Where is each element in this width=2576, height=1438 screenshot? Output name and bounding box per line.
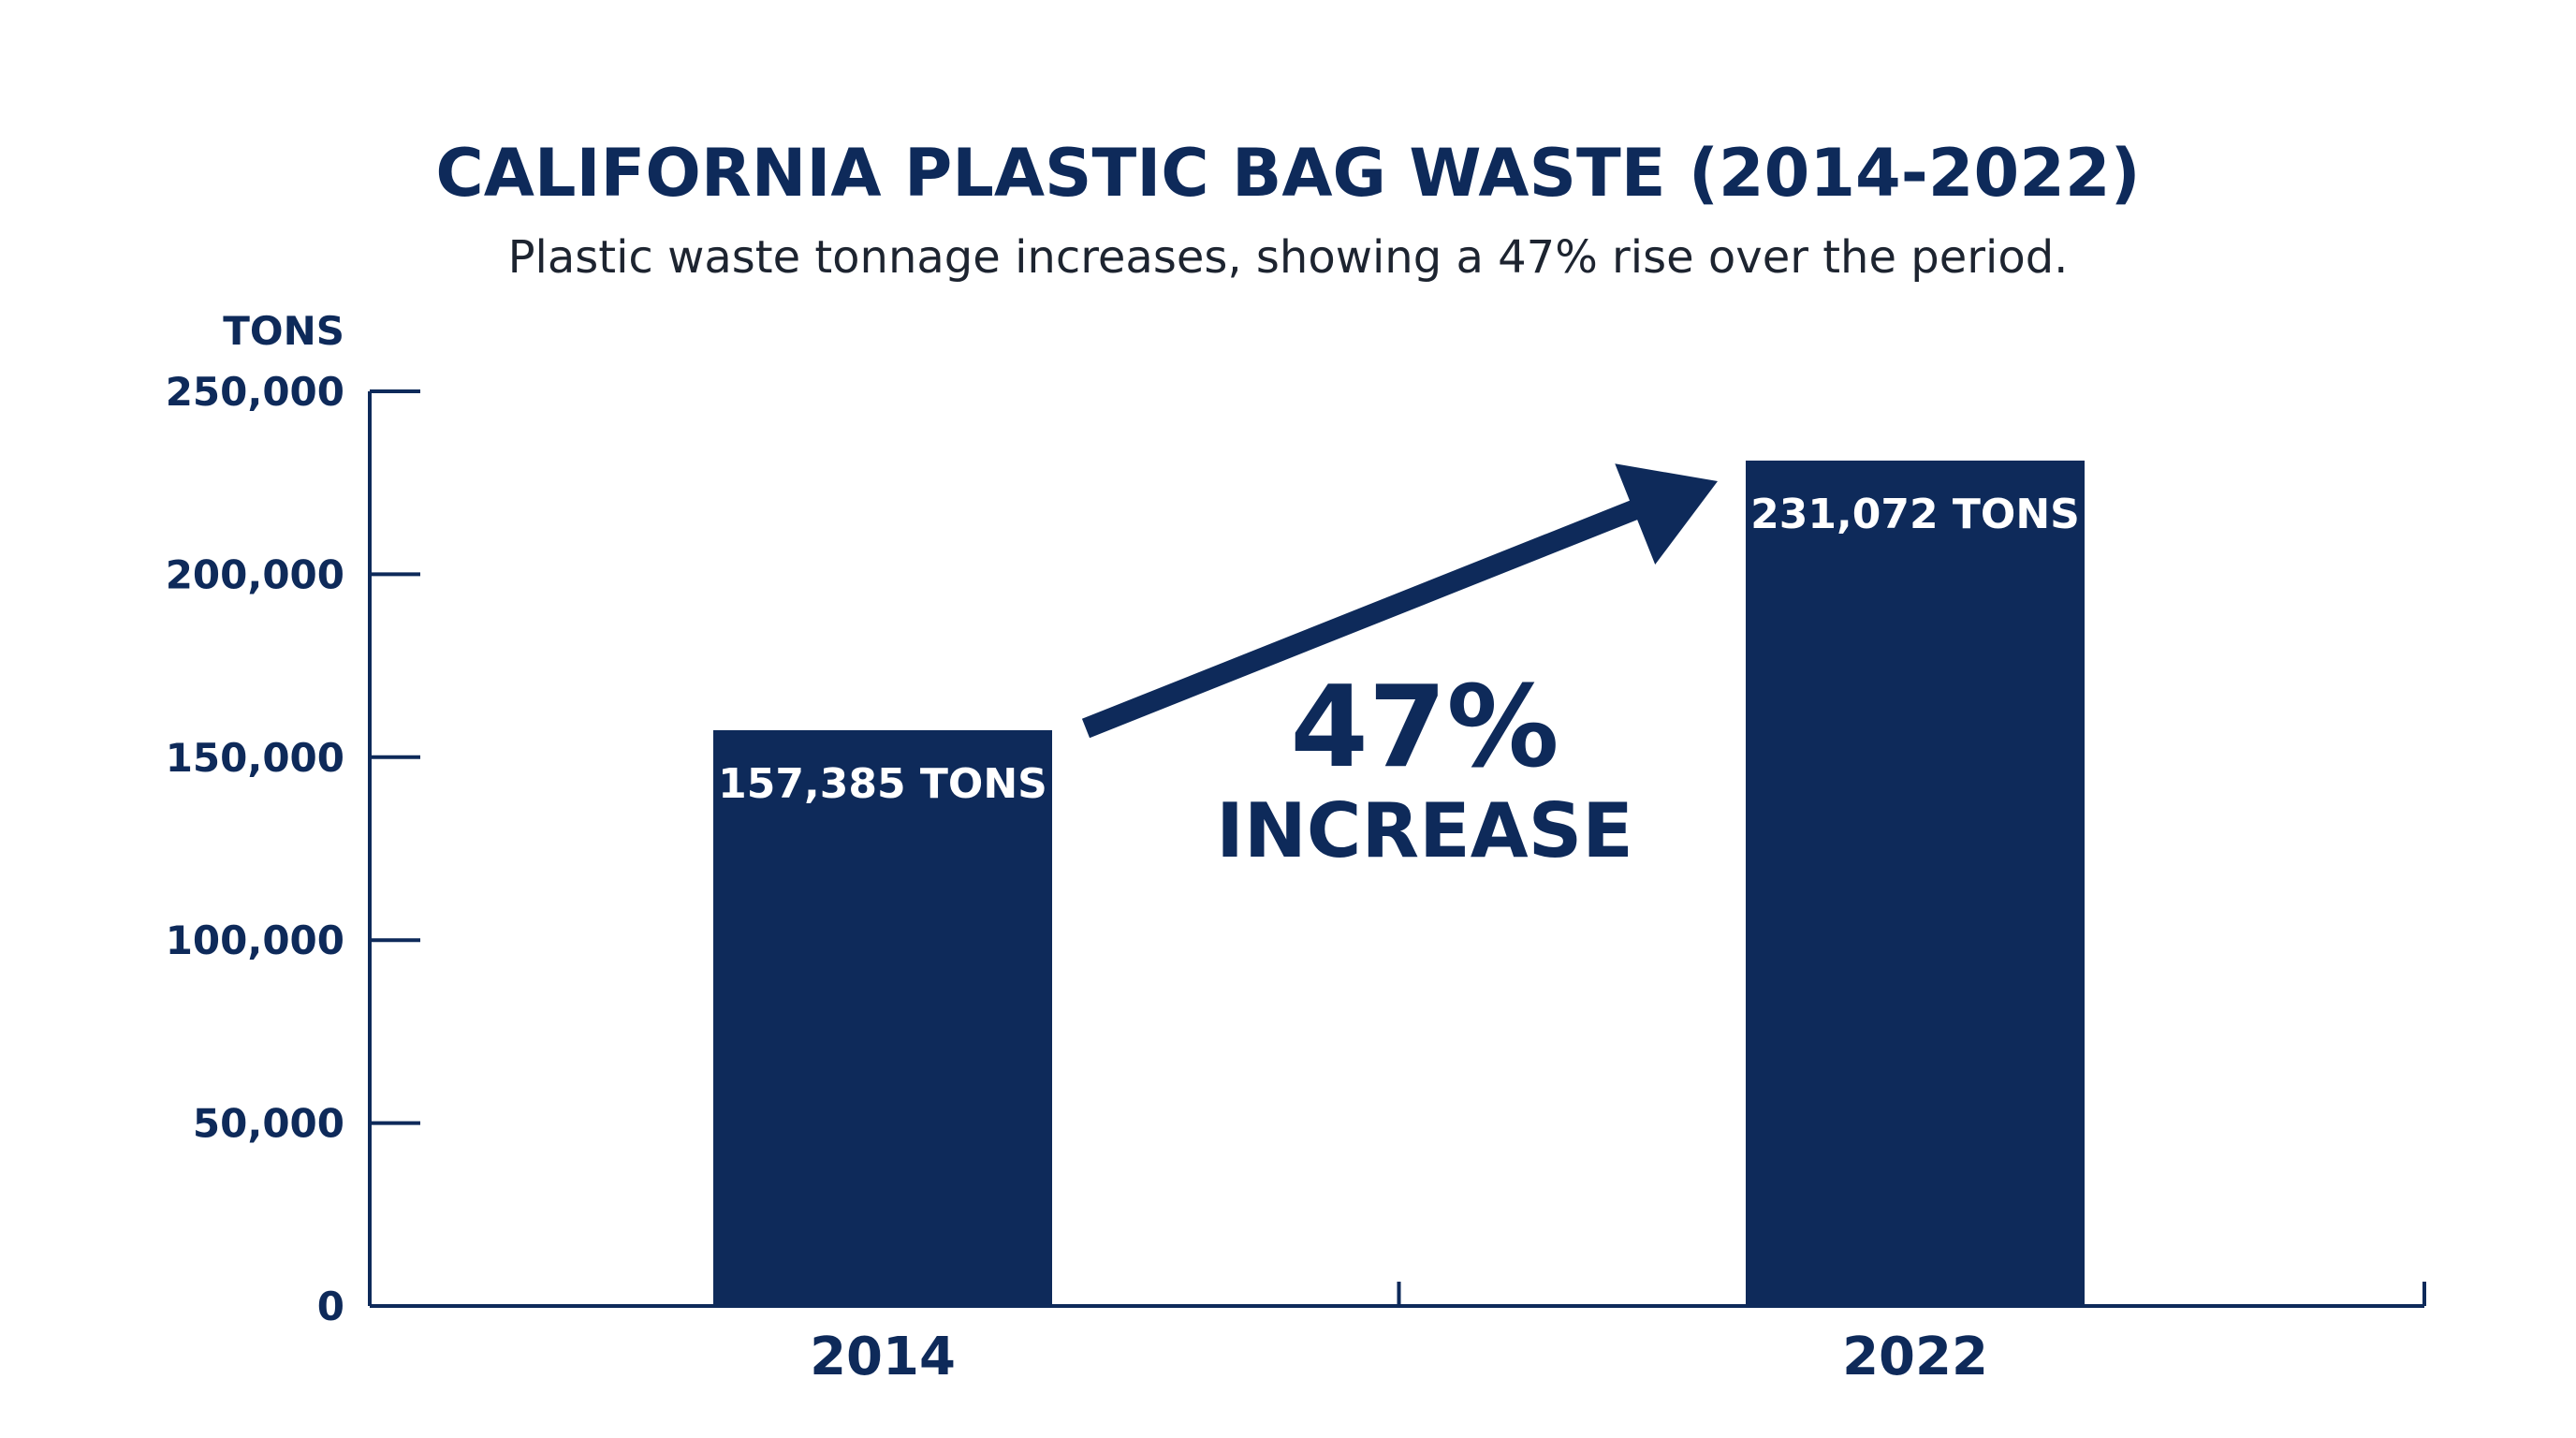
y-tick-label: 0 — [317, 1284, 344, 1329]
bar-2014 — [713, 729, 1052, 1306]
bars: 157,385 TONS 231,072 TONS — [713, 460, 2085, 1307]
chart-subtitle: Plastic waste tonnage increases, showing… — [507, 231, 2069, 284]
y-axis-ticks: 0 50,000 100,000 150,000 200,000 250,000 — [166, 369, 420, 1329]
y-axis-unit-label: TONS — [223, 308, 344, 354]
x-category-label: 2022 — [1842, 1327, 1988, 1387]
x-category-label: 2014 — [810, 1327, 956, 1387]
bar-2022 — [1746, 460, 2085, 1307]
y-tick-label: 200,000 — [166, 551, 344, 597]
increase-arrow-head — [1615, 463, 1718, 565]
chart-title: CALIFORNIA PLASTIC BAG WASTE (2014-2022) — [435, 135, 2141, 212]
y-tick-label: 150,000 — [166, 735, 344, 781]
increase-arrow-shaft — [1081, 491, 1661, 739]
increase-annotation: 47%INCREASE — [1081, 463, 1718, 874]
y-tick-label: 100,000 — [166, 917, 344, 963]
bar-data-label: 231,072 TONS — [1750, 491, 2080, 538]
increase-label: INCREASE — [1216, 787, 1633, 874]
y-tick-label: 250,000 — [166, 369, 344, 415]
bar-data-label: 157,385 TONS — [718, 760, 1047, 808]
increase-percent: 47% — [1290, 663, 1559, 793]
y-tick-label: 50,000 — [193, 1101, 344, 1147]
x-axis-labels: 2014 2022 — [810, 1327, 1988, 1387]
